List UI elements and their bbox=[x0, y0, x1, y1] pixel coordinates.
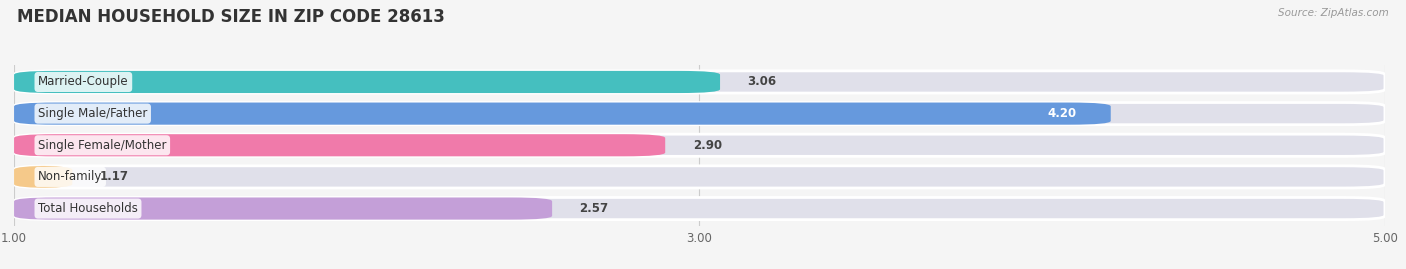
Text: 2.57: 2.57 bbox=[579, 202, 609, 215]
Text: 1.17: 1.17 bbox=[100, 170, 129, 183]
Text: Total Households: Total Households bbox=[38, 202, 138, 215]
FancyBboxPatch shape bbox=[14, 197, 553, 220]
Text: 3.06: 3.06 bbox=[748, 76, 776, 89]
Text: MEDIAN HOUSEHOLD SIZE IN ZIP CODE 28613: MEDIAN HOUSEHOLD SIZE IN ZIP CODE 28613 bbox=[17, 8, 444, 26]
FancyBboxPatch shape bbox=[14, 71, 720, 93]
Text: Non-family: Non-family bbox=[38, 170, 103, 183]
Text: 2.90: 2.90 bbox=[693, 139, 721, 152]
Text: 4.20: 4.20 bbox=[1047, 107, 1077, 120]
FancyBboxPatch shape bbox=[14, 166, 1385, 188]
Text: Married-Couple: Married-Couple bbox=[38, 76, 129, 89]
FancyBboxPatch shape bbox=[14, 102, 1385, 125]
FancyBboxPatch shape bbox=[14, 102, 1111, 125]
FancyBboxPatch shape bbox=[14, 166, 72, 188]
Text: Single Male/Father: Single Male/Father bbox=[38, 107, 148, 120]
Text: Source: ZipAtlas.com: Source: ZipAtlas.com bbox=[1278, 8, 1389, 18]
Text: Single Female/Mother: Single Female/Mother bbox=[38, 139, 166, 152]
FancyBboxPatch shape bbox=[14, 71, 1385, 93]
FancyBboxPatch shape bbox=[14, 134, 665, 156]
FancyBboxPatch shape bbox=[14, 134, 1385, 156]
FancyBboxPatch shape bbox=[14, 197, 1385, 220]
